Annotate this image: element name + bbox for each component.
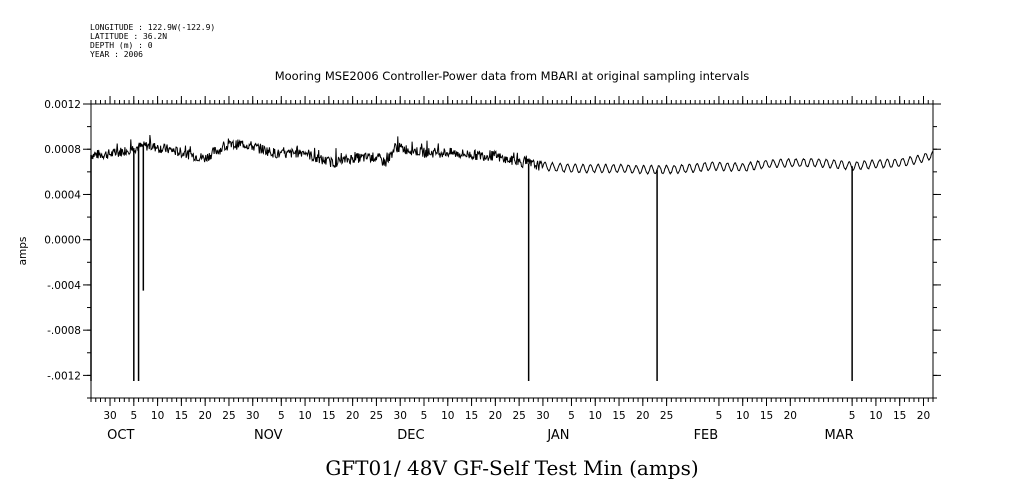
series-line <box>90 134 934 175</box>
y-tick-label: 0.0008 <box>44 144 81 156</box>
y-tick-label: 0.0004 <box>44 189 81 201</box>
x-month-label: DEC <box>397 428 424 443</box>
x-month-label: MAR <box>825 428 854 443</box>
x-tick-label: 5 <box>278 410 285 422</box>
x-tick-label: 15 <box>893 410 906 422</box>
x-tick-label: 10 <box>151 410 164 422</box>
x-tick-label: 25 <box>370 410 383 422</box>
y-tick-label: -.0004 <box>47 280 81 292</box>
x-tick-label: 20 <box>784 410 797 422</box>
x-axis-label: GFT01/ 48V GF-Self Test Min (amps) <box>325 456 698 480</box>
x-tick-label: 20 <box>636 410 649 422</box>
longitude-label: LONGITUDE : 122.9W(-122.9) <box>90 23 215 32</box>
plot-frame <box>90 103 934 399</box>
y-tick-label: -.0012 <box>47 370 81 382</box>
year-label: YEAR : 2006 <box>90 50 143 59</box>
x-tick-label: 10 <box>869 410 882 422</box>
x-tick-label: 15 <box>175 410 188 422</box>
x-tick-label: 30 <box>103 410 116 422</box>
x-tick-label: 10 <box>441 410 454 422</box>
chart-title: Mooring MSE2006 Controller-Power data fr… <box>275 69 750 83</box>
x-tick-label: 5 <box>568 410 575 422</box>
x-tick-label: 30 <box>246 410 259 422</box>
x-tick-label: 25 <box>222 410 235 422</box>
x-tick-label: 15 <box>760 410 773 422</box>
x-tick-label: 5 <box>130 410 137 422</box>
x-axis: 30 5 10 15 20 25 30 5 10 15 20 25 30 5 10 15 20 25 30 5 10 15… <box>90 96 934 443</box>
x-tick-label: 15 <box>612 410 625 422</box>
x-tick-label: 20 <box>917 410 930 422</box>
x-tick-label: 25 <box>660 410 673 422</box>
x-tick-label: 20 <box>346 410 359 422</box>
x-tick-label: 10 <box>298 410 311 422</box>
x-tick-label: 15 <box>322 410 335 422</box>
x-tick-label: 20 <box>198 410 211 422</box>
x-month-label: JAN <box>546 428 569 443</box>
y-tick-label: 0.0012 <box>44 99 81 111</box>
x-tick-label: 20 <box>489 410 502 422</box>
x-tick-label: 30 <box>394 410 407 422</box>
latitude-label: LATITUDE : 36.2N <box>90 32 167 41</box>
x-tick-label: 10 <box>736 410 749 422</box>
series-group <box>90 134 934 382</box>
x-month-label: OCT <box>107 428 134 443</box>
x-tick-label: 5 <box>421 410 428 422</box>
depth-label: DEPTH (m) : 0 <box>90 41 153 50</box>
metadata-block: LONGITUDE : 122.9W(-122.9) LATITUDE : 36… <box>90 23 215 59</box>
x-tick-label: 10 <box>589 410 602 422</box>
y-axis: 0.0012 0.0008 0.0004 0.0000 -.0004 -.0008 -.00… <box>44 99 941 399</box>
y-tick-label: 0.0000 <box>44 235 81 247</box>
x-tick-label: 30 <box>536 410 549 422</box>
y-axis-label: amps <box>17 237 29 266</box>
x-tick-label: 5 <box>716 410 723 422</box>
x-tick-label: 5 <box>849 410 856 422</box>
x-tick-label: 15 <box>465 410 478 422</box>
x-tick-label: 25 <box>512 410 525 422</box>
y-tick-label: -.0008 <box>47 325 81 337</box>
x-month-label: FEB <box>694 428 719 443</box>
x-month-label: NOV <box>254 428 283 443</box>
